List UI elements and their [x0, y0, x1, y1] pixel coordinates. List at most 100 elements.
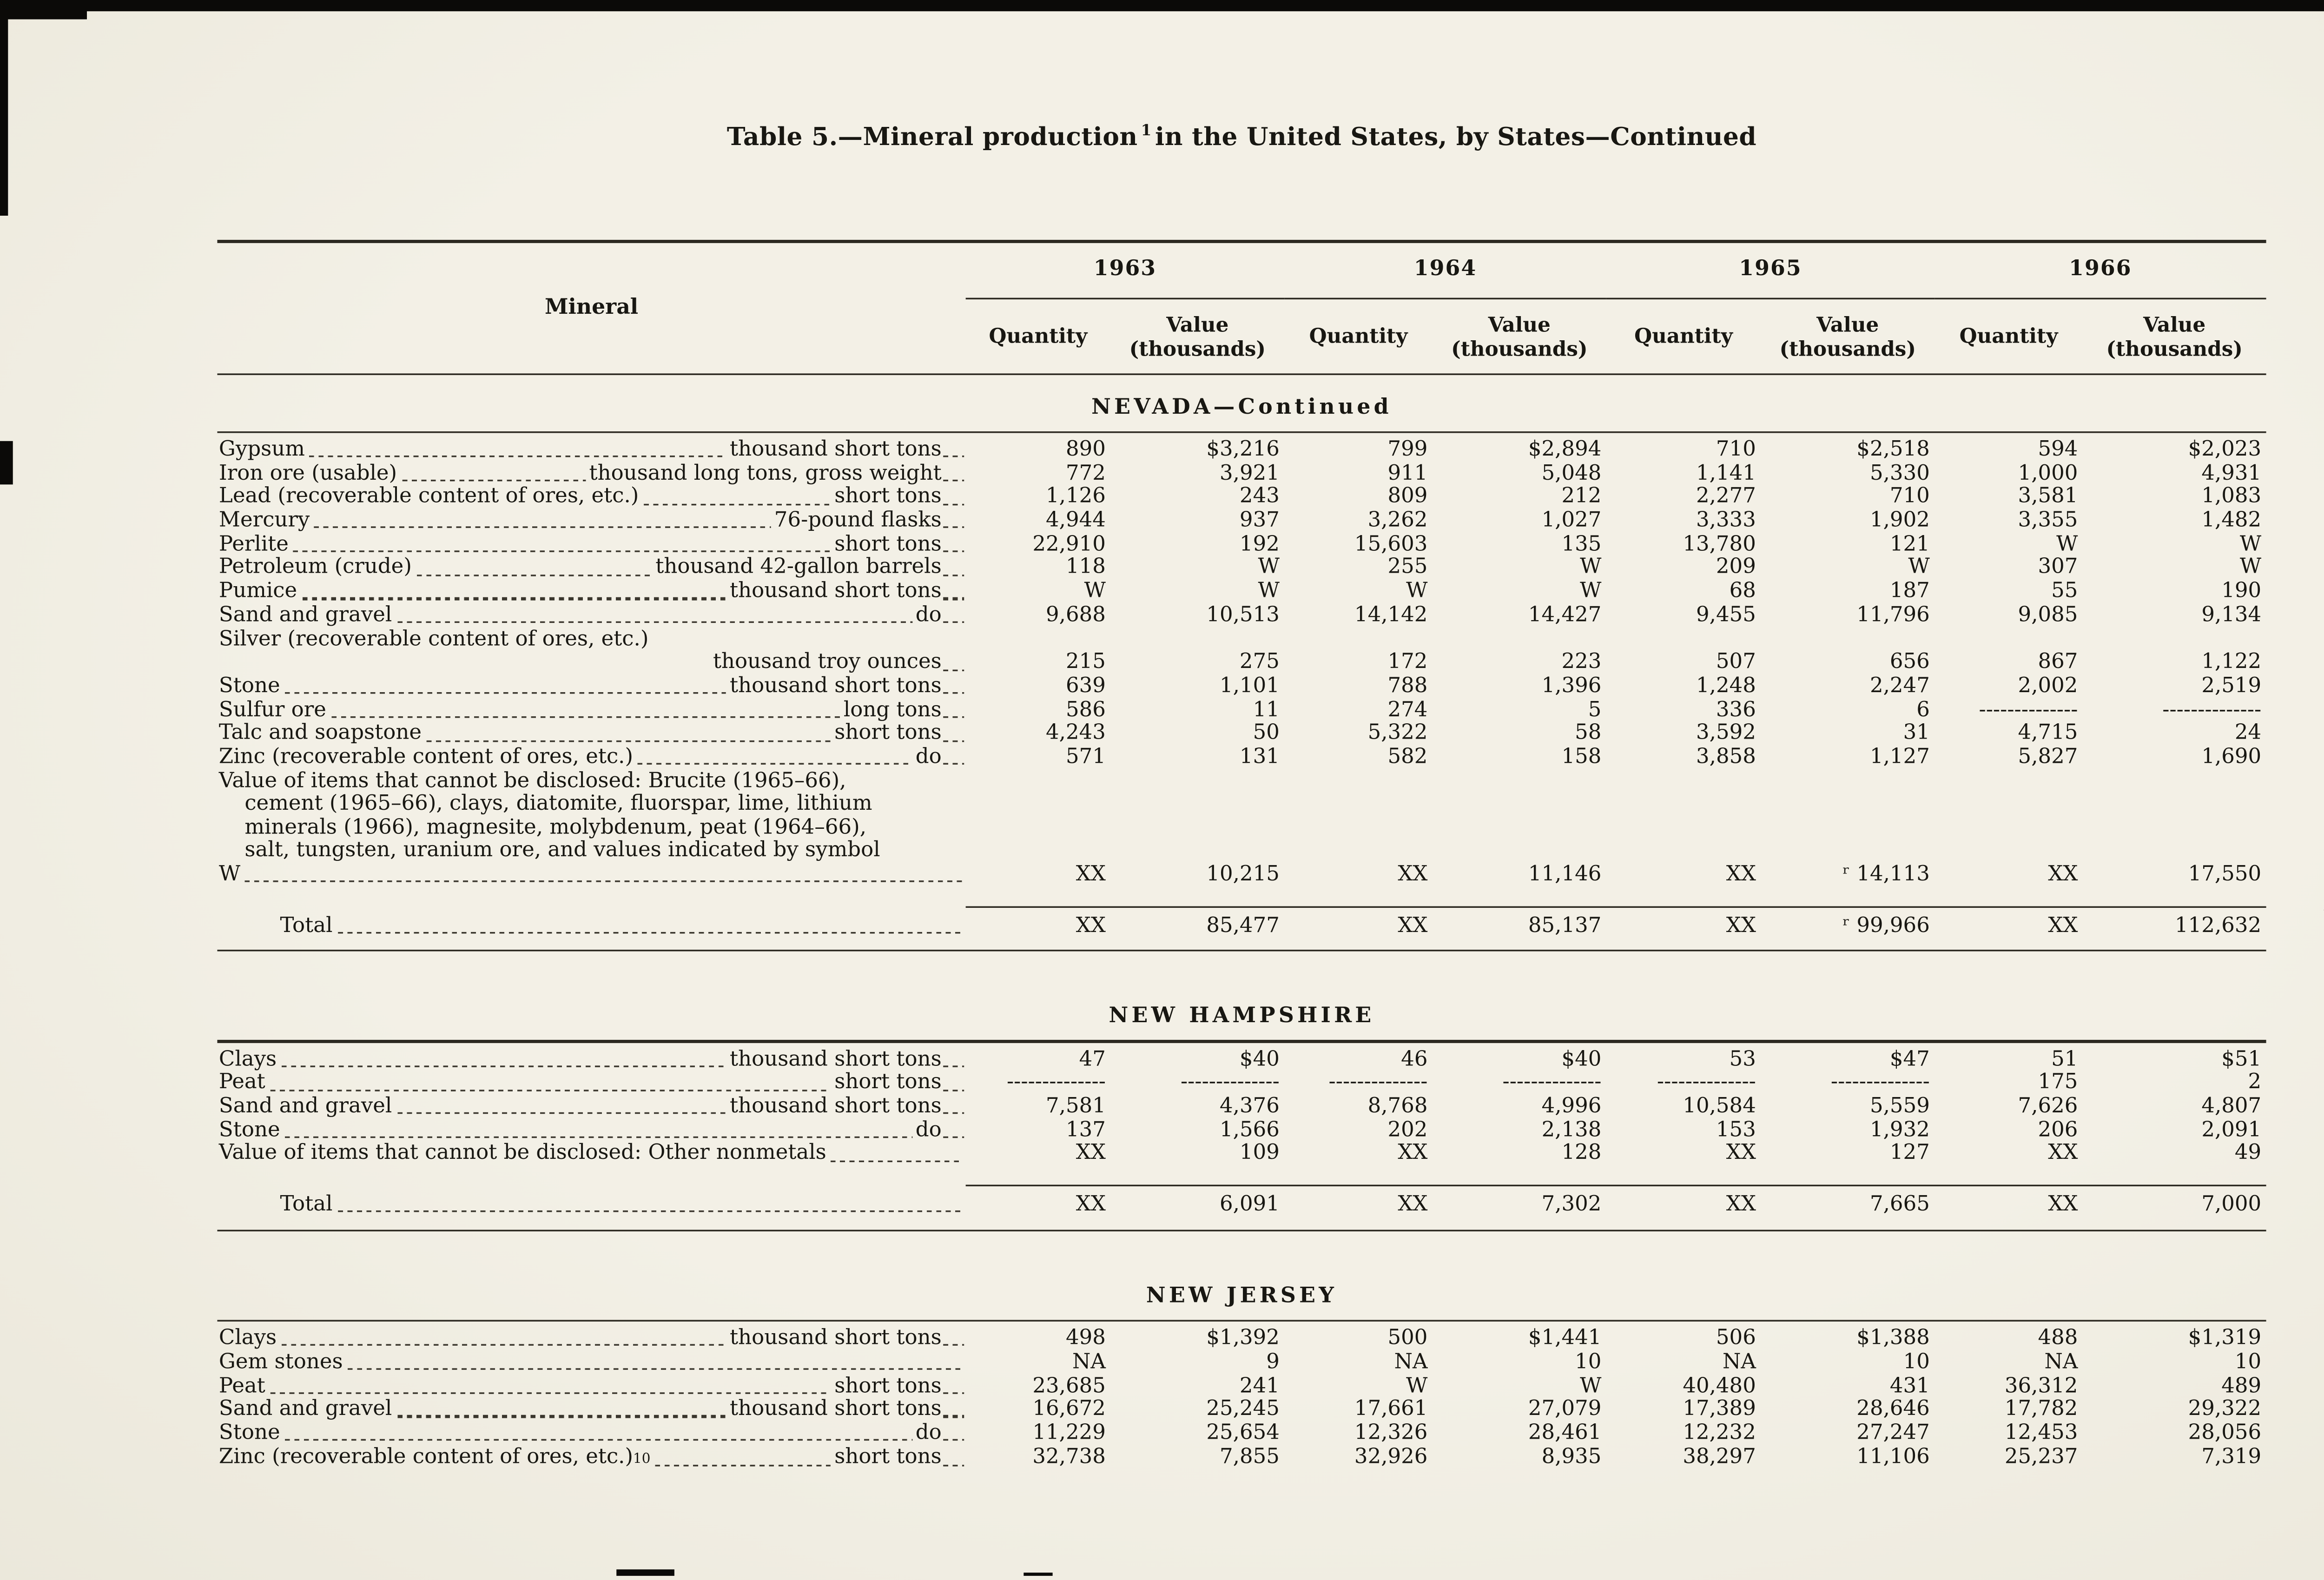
quantity-cell: 799: [1387, 437, 1428, 462]
section-heading: NEW HAMPSHIRE: [1109, 1005, 1375, 1030]
leader-dots: [942, 1049, 966, 1072]
mineral-cell: Peat short tons: [217, 1072, 965, 1096]
quantity-cell: 206: [2038, 1118, 2078, 1143]
quantity-cell: XX: [2048, 862, 2078, 887]
quantity-cell: --------------: [1657, 1071, 1756, 1095]
value-cell: [1761, 629, 1934, 653]
table-row: Sand and gravel thousand short tons 16,672…: [217, 1398, 2266, 1423]
mineral-cell: Gem stones: [217, 1352, 965, 1375]
value-header: Value (thousands): [1761, 299, 1934, 373]
mineral-name: Talc and soapstone: [218, 723, 422, 746]
quantity-cell: 710: [1716, 437, 1756, 462]
value-cell: 17,550: [2188, 862, 2262, 887]
quantity-cell: W: [1406, 580, 1428, 604]
quantity-cell: 215: [1065, 650, 1106, 675]
table-row: Perlite short tons 22,910 192 15,603 135 13,78…: [217, 532, 2266, 558]
quantity-cell: NA: [2044, 1350, 2078, 1375]
year-header: 1966: [1934, 243, 2266, 299]
value-cell: 4,931: [2201, 461, 2262, 486]
quantity-cell: XX: [1398, 1193, 1428, 1217]
mineral-cell: Mercury 76-pound flasks: [217, 510, 965, 534]
quantity-cell: 68: [1729, 580, 1756, 604]
mineral-name: Sand and gravel: [218, 605, 392, 628]
table-header-grid: Mineral 1963 1964 1965 1966 Quantity Value (th…: [217, 243, 2266, 373]
quantity-cell: 4,715: [2018, 721, 2078, 746]
quantity-cell: 3,592: [1696, 721, 1756, 746]
value-cell: 127: [1889, 1142, 1930, 1166]
table-row: Gypsum thousand short tons 890 $3,216 799 $2,…: [217, 437, 2266, 463]
quantity-cell: 32,926: [1354, 1445, 1428, 1469]
mineral-cell: Pumice thousand short tons: [217, 582, 965, 605]
value-cell: 25,654: [1206, 1421, 1280, 1446]
quantity-cell: 582: [1387, 745, 1428, 770]
quantity-cell: 488: [2038, 1326, 2078, 1351]
quantity-cell: 22,910: [1032, 532, 1106, 557]
mineral-unit: thousand short tons: [730, 581, 942, 604]
mineral-name: Mercury: [218, 510, 310, 533]
quantity-cell: 25,237: [2004, 1445, 2078, 1469]
leader-dots: [422, 723, 834, 747]
mineral-unit: thousand short tons: [730, 1049, 942, 1071]
value-cell: --------------: [1830, 1071, 1930, 1095]
quantity-cell: NA: [1394, 1350, 1428, 1375]
quantity-cell: 12,453: [2004, 1421, 2078, 1446]
mineral-production-table: Mineral 1963 1964 1965 1966 Quantity Value (th…: [217, 239, 2266, 1475]
total-label: Total: [280, 1194, 333, 1217]
page-title: Table 5.—Mineral production 1 in the Unite…: [217, 122, 2266, 152]
value-cell: 489: [2221, 1374, 2262, 1398]
mineral-unit: short tons: [834, 723, 942, 746]
quantity-cell: XX: [2048, 913, 2078, 938]
quantity-cell: 38,297: [1683, 1445, 1756, 1469]
scan-artifact: [616, 1569, 674, 1575]
mineral-unit: do: [915, 605, 942, 628]
value-cell: 1,027: [1541, 509, 1602, 533]
quantity-cell: 3,581: [2018, 485, 2078, 509]
mineral-unit: thousand short tons: [730, 1096, 942, 1119]
mineral-name: Peat: [218, 1375, 265, 1398]
value-header-line: (thousands): [2106, 336, 2243, 360]
mineral-name: Silver (recoverable content of ores, etc…: [218, 628, 649, 652]
value-cell: 241: [1239, 1374, 1280, 1398]
value-cell: $47: [1889, 1047, 1930, 1071]
note-line: Value of items that cannot be disclosed:…: [218, 771, 846, 793]
quantity-cell: 2,277: [1696, 485, 1756, 509]
leader-dots: [392, 1399, 730, 1423]
leader-dots: [942, 747, 966, 771]
mineral-cell: Silver (recoverable content of ores, etc…: [217, 629, 965, 653]
leader-dots: [280, 1120, 916, 1144]
mineral-cell: Lead (recoverable content of ores, etc.)…: [217, 487, 965, 510]
quantity-cell: 1,248: [1696, 674, 1756, 699]
quantity-cell: 772: [1065, 461, 1106, 486]
rule: [217, 373, 2266, 375]
side-text: MINERALS YEARBOOK, 1966: [2321, 534, 2324, 1015]
value-cell: 7,000: [2201, 1193, 2262, 1217]
mineral-cell: Total: [217, 915, 965, 939]
quantity-cell: 12,326: [1354, 1421, 1428, 1446]
table-row: Lead (recoverable content of ores, etc.)…: [217, 485, 2266, 510]
rule: [217, 1229, 2266, 1231]
quantity-cell: 255: [1387, 556, 1428, 581]
value-cell: 7,302: [1541, 1193, 1602, 1217]
mineral-cell: Petroleum (crude) thousand 42-gallon barr…: [217, 558, 965, 582]
value-cell: ʳ 14,113: [1842, 862, 1930, 887]
value-cell: 1,932: [1869, 1118, 1930, 1143]
mineral-cell: thousand troy ounces: [217, 652, 965, 676]
quantity-cell: 890: [1065, 437, 1106, 462]
value-cell: 2: [2248, 1071, 2262, 1095]
quantity-cell: --------------: [1328, 1071, 1428, 1095]
value-cell: W: [2239, 556, 2262, 581]
mineral-cell: Sulfur ore long tons: [217, 700, 965, 723]
title-text-post: in the United States, by States—Continue…: [1155, 122, 1757, 152]
value-cell: 158: [1561, 745, 1602, 770]
value-cell: 58: [1575, 721, 1602, 746]
value-cell: 24: [2234, 721, 2262, 746]
leader-dots: [942, 676, 966, 700]
quantity-cell: 9,455: [1696, 603, 1756, 628]
quantity-cell: 809: [1387, 485, 1428, 509]
value-cell: 5: [1588, 698, 1602, 722]
mineral-unit: short tons: [834, 1072, 942, 1095]
leader-dots: [942, 582, 966, 605]
value-cell: W: [1258, 580, 1280, 604]
mineral-name: Peat: [218, 1072, 265, 1095]
mineral-unit: thousand 42-gallon barrels: [655, 557, 942, 581]
